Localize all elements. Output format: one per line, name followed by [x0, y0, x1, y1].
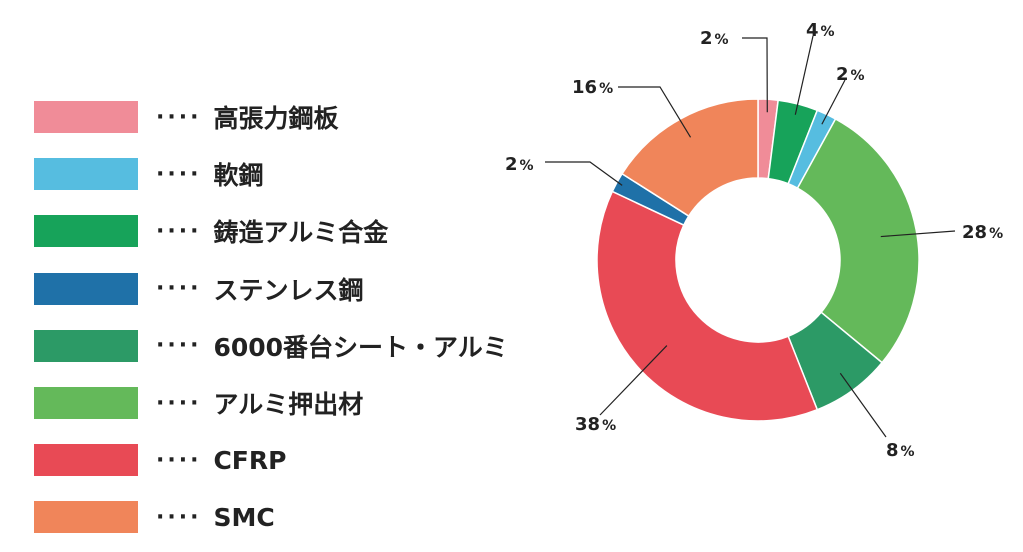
legend-swatch: [34, 501, 138, 534]
slice-value: 16: [572, 77, 597, 98]
legend-item: ···· CFRP: [34, 443, 286, 477]
slice-unit: %: [901, 444, 915, 460]
legend-dots: ····: [156, 104, 202, 130]
legend-swatch: [34, 101, 138, 133]
legend-dots: ····: [156, 333, 202, 359]
slice-value-label: 2%: [505, 154, 534, 175]
donut-slice: [796, 117, 920, 364]
slice-value-label: 16%: [572, 77, 613, 98]
legend-label: 軟鋼: [213, 161, 264, 191]
legend-label: ステンレス鋼: [213, 275, 364, 305]
legend-item: ···· 軟鋼: [34, 157, 263, 191]
legend-swatch: [34, 329, 138, 362]
legend-dots: ····: [156, 276, 202, 302]
legend-label: CFRP: [213, 445, 287, 475]
slice-value: 2: [700, 28, 713, 49]
slice-unit: %: [602, 418, 616, 434]
slice-value: 4: [806, 20, 819, 41]
legend-label: 鋳造アルミ合金: [213, 218, 389, 248]
slice-value-label: 8%: [886, 440, 915, 461]
legend-dots: ····: [156, 161, 202, 187]
slice-value: 2: [505, 154, 518, 175]
legend-swatch: [34, 215, 138, 248]
leader-line: [839, 372, 887, 438]
legend-label: SMC: [213, 502, 275, 532]
donut-slice: [596, 190, 819, 422]
legend-item: ···· 高張力鋼板: [34, 100, 338, 134]
legend-swatch: [34, 158, 138, 191]
legend-swatch: [34, 444, 138, 477]
legend-dots: ····: [156, 504, 202, 530]
slice-unit: %: [520, 158, 534, 174]
slice-value: 38: [575, 414, 600, 435]
legend-dots: ····: [156, 390, 202, 416]
slice-value: 2: [836, 64, 849, 85]
leader-line: [742, 37, 768, 113]
slice-value: 8: [886, 440, 899, 461]
slice-unit: %: [851, 68, 865, 84]
legend-label: 高張力鋼板: [213, 104, 339, 133]
legend-item: ···· 6000番台シート・アルミ: [34, 329, 508, 363]
slice-value-label: 38%: [575, 414, 616, 435]
slice-value-label: 2%: [836, 64, 865, 85]
leader-line: [794, 35, 814, 115]
leader-line: [821, 79, 846, 125]
slice-value: 28: [962, 222, 987, 243]
legend-label: アルミ押出材: [213, 390, 364, 419]
legend-label: 6000番台シート・アルミ: [213, 332, 508, 362]
legend-item: ···· SMC: [34, 500, 275, 534]
slice-unit: %: [599, 81, 613, 97]
donut-slice: [621, 98, 759, 218]
legend-item: ···· ステンレス鋼: [34, 272, 363, 306]
slice-value-label: 2%: [700, 28, 729, 49]
legend-dots: ····: [156, 218, 202, 244]
legend-item: ···· 鋳造アルミ合金: [34, 214, 388, 248]
slice-unit: %: [989, 226, 1003, 242]
slice-value-label: 28%: [962, 222, 1003, 243]
legend-swatch: [34, 272, 138, 305]
legend-item: ···· アルミ押出材: [34, 386, 363, 420]
chart-legend: ···· 高張力鋼板 ···· 軟鋼 ···· 鋳造アルミ合金 ···· ステンレス鋼 ····…: [34, 100, 508, 534]
slice-value-label: 4%: [806, 20, 835, 41]
leader-line: [545, 161, 623, 186]
slice-unit: %: [821, 24, 835, 40]
legend-swatch: [34, 387, 138, 419]
slice-unit: %: [715, 32, 729, 48]
leader-line: [880, 230, 956, 238]
legend-dots: ····: [156, 447, 202, 473]
leader-line: [599, 345, 668, 416]
leader-line: [618, 86, 692, 138]
